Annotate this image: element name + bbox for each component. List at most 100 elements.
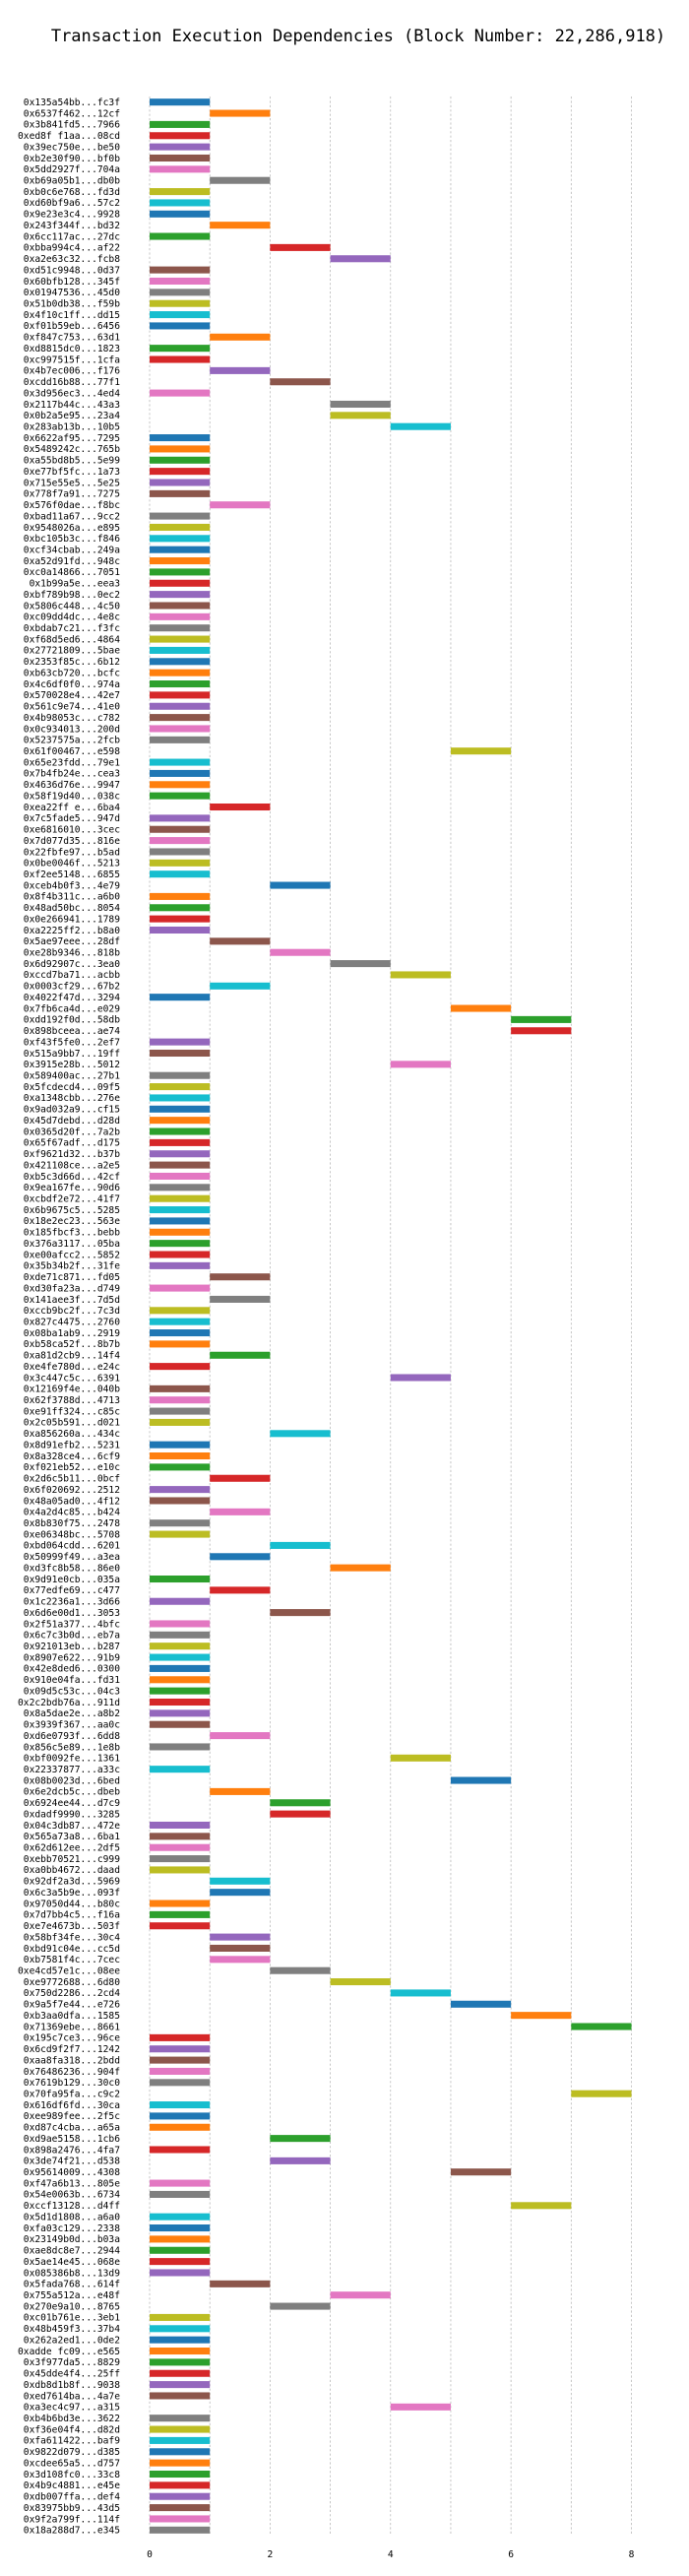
dependency-bar [210, 803, 271, 811]
dependency-bar [150, 1240, 211, 1248]
dependency-bar [150, 2526, 211, 2534]
dependency-bar [150, 994, 211, 1001]
dependency-bar [210, 366, 271, 374]
dependency-bar [150, 1396, 211, 1404]
dependency-bar [150, 1049, 211, 1058]
chart-title: Transaction Execution Dependencies (Bloc… [51, 27, 665, 46]
dependency-bar [150, 2213, 211, 2221]
y-tick-label: 0xccd7ba71...acbb [24, 970, 120, 981]
dependency-bar [150, 725, 211, 733]
y-tick-label: 0x6c3a5b9e...093f [24, 1888, 120, 1899]
y-tick-label: 0x18e2ec23...563e [24, 1216, 120, 1227]
dependency-bar [390, 1061, 451, 1068]
y-tick-label: 0x4b9c4881...e45e [24, 2480, 120, 2491]
dependency-bar [150, 2358, 211, 2366]
y-tick-label: 0xbf0092fe...1361 [24, 1754, 120, 1765]
y-tick-label: 0x910e04fa...fd31 [24, 1675, 120, 1686]
y-tick-label: 0xdb007ffa...def4 [24, 2492, 120, 2503]
y-tick-label: 0x5806c448...4c50 [24, 601, 120, 612]
dependency-bar [150, 591, 211, 599]
dependency-bar [210, 1553, 271, 1561]
dependency-bar [150, 926, 211, 934]
y-tick-label: 0x2d6c5b11...0bcf [24, 1474, 120, 1485]
y-tick-label: 0x4c6df0f0...974a [24, 679, 120, 690]
x-tick-label: 0 [147, 2549, 153, 2560]
dependency-bar [150, 848, 211, 856]
y-tick-label: 0x8a328ce4...6cf9 [24, 1451, 120, 1462]
dependency-bar [150, 1463, 211, 1471]
dependency-bar [150, 1441, 211, 1449]
dependency-bar [150, 1385, 211, 1392]
y-tick-label: 0xccb9bc2f...7c3d [24, 1306, 120, 1317]
dependency-bar [150, 1127, 211, 1135]
y-tick-label: 0x5d1d1808...a6a0 [24, 2212, 120, 2222]
y-tick-label: 0xf43f5fe0...2ef7 [24, 1037, 120, 1048]
dependency-bar [210, 1933, 271, 1941]
y-tick-label: 0xde71c871...fd05 [24, 1272, 120, 1283]
dependency-bar [210, 2280, 271, 2287]
y-tick-label: 0xe9772688...6d80 [24, 1977, 120, 1988]
dependency-bar [150, 299, 211, 307]
y-tick-label: 0xcf34cbab...249a [24, 545, 120, 555]
y-tick-label: 0x9ad032a9...cf15 [24, 1105, 120, 1116]
dependency-bar [150, 658, 211, 666]
dependency-bar [150, 2336, 211, 2344]
dependency-bar [270, 2302, 331, 2310]
dependency-bar [210, 1586, 271, 1594]
y-tick-label: 0x616df6fd...30ca [24, 2100, 120, 2111]
y-tick-label: 0xb63cb720...bcfc [24, 668, 120, 678]
dependency-bar [150, 2504, 211, 2512]
y-tick-label: 0xee989fee...2f5c [24, 2111, 120, 2122]
dependency-bar [270, 948, 331, 956]
y-tick-label: 0x09d5c53c...04c3 [24, 1686, 120, 1697]
y-tick-label: 0x8b830f75...2478 [24, 1518, 120, 1529]
y-tick-label: 0x62d612ee...2df5 [24, 1843, 120, 1854]
y-tick-label: 0x65f67adf...d175 [24, 1138, 120, 1149]
dependency-bar [150, 1664, 211, 1672]
dependency-bar [150, 2381, 211, 2389]
dependency-bar [150, 781, 211, 789]
dependency-bar [150, 1407, 211, 1415]
dependency-bar [210, 501, 271, 509]
y-tick-label: 0xd30fa23a...d749 [24, 1283, 120, 1294]
dependency-bar [150, 1866, 211, 1874]
dependency-bar [150, 2067, 211, 2075]
dependency-bar [330, 960, 391, 968]
grid-lines [149, 97, 632, 2536]
y-tick-label: 0x0e266941...1789 [24, 914, 120, 925]
y-tick-label: 0xa0bb4672...daad [24, 1865, 120, 1876]
y-tick-label: 0xe4cd57e1c...08ee [18, 1965, 120, 1976]
dependency-bar [150, 2436, 211, 2444]
y-tick-label: 0xbad11a67...9cc2 [24, 511, 120, 522]
dependency-bar [150, 535, 211, 543]
dependency-bar [150, 915, 211, 923]
y-tick-label: 0x921013eb...b287 [24, 1642, 120, 1652]
y-tick-label: 0xa52d91fd...948c [24, 556, 120, 567]
y-tick-label: 0xbc105b3c...f846 [24, 534, 120, 545]
dependency-bar [210, 1273, 271, 1281]
dependency-bar [150, 602, 211, 610]
y-tick-label: 0xa81d2cb9...14f4 [24, 1351, 120, 1362]
y-tick-label: 0x23149b0d...b03a [24, 2234, 120, 2245]
y-tick-label: 0x92df2a3d...5969 [24, 1877, 120, 1888]
x-tick-label: 8 [629, 2549, 635, 2560]
y-tick-label: 0x5237575a...2fcb [24, 736, 120, 746]
dependency-bar [150, 345, 211, 353]
y-tick-label: 0x3f977da5...8829 [24, 2357, 120, 2368]
dependency-bar [150, 1855, 211, 1863]
y-tick-label: 0x76486236...904f [24, 2067, 120, 2078]
dependency-bar [150, 825, 211, 833]
dependency-bar [150, 691, 211, 699]
y-tick-label: 0xbba994c4...af22 [24, 243, 120, 254]
dependency-bar [150, 2515, 211, 2523]
dependency-bar [150, 1833, 211, 1840]
dependency-bar [150, 2369, 211, 2377]
y-tick-label: 0x185fbcf3...bebb [24, 1228, 120, 1239]
y-tick-label: 0x589400ac...27b1 [24, 1071, 120, 1082]
y-tick-label: 0x9a5f7e44...e726 [24, 2000, 120, 2011]
y-tick-label: 0x9e23e3c4...9928 [24, 210, 120, 221]
dependency-bar [150, 456, 211, 464]
dependency-bar [150, 1340, 211, 1348]
y-tick-label: 0xd9ae5158...1cb6 [24, 2134, 120, 2145]
y-tick-label: 0xb69a05b1...db0b [24, 176, 120, 187]
